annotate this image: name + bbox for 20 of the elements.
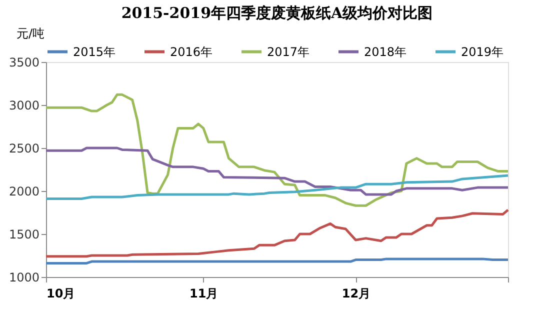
- y-tick-label: 1500: [8, 228, 40, 242]
- y-axis-title: 元/吨: [16, 26, 45, 40]
- chart-title: 2015-2019年四季度废黄板纸A级均价对比图: [121, 4, 433, 22]
- x-tick-label: 10月: [46, 286, 76, 300]
- legend-label: 2016年: [170, 44, 213, 59]
- x-tick-label: 12月: [342, 286, 371, 300]
- legend-label: 2015年: [73, 44, 116, 59]
- line-series: [44, 93, 510, 207]
- y-tick-label: 1000: [8, 270, 40, 284]
- line-series: [44, 174, 510, 200]
- y-tick-label: 2500: [8, 142, 40, 156]
- line-series: [44, 208, 510, 258]
- y-tick-label: 3000: [8, 98, 40, 112]
- y-tick-label: 3500: [8, 56, 40, 70]
- legend-label: 2017年: [267, 44, 310, 59]
- legend-label: 2019年: [461, 44, 504, 59]
- y-tick-label: 2000: [8, 184, 40, 198]
- line-series: [44, 146, 510, 196]
- x-tick-label: 11月: [190, 286, 218, 300]
- legend-label: 2018年: [364, 44, 407, 59]
